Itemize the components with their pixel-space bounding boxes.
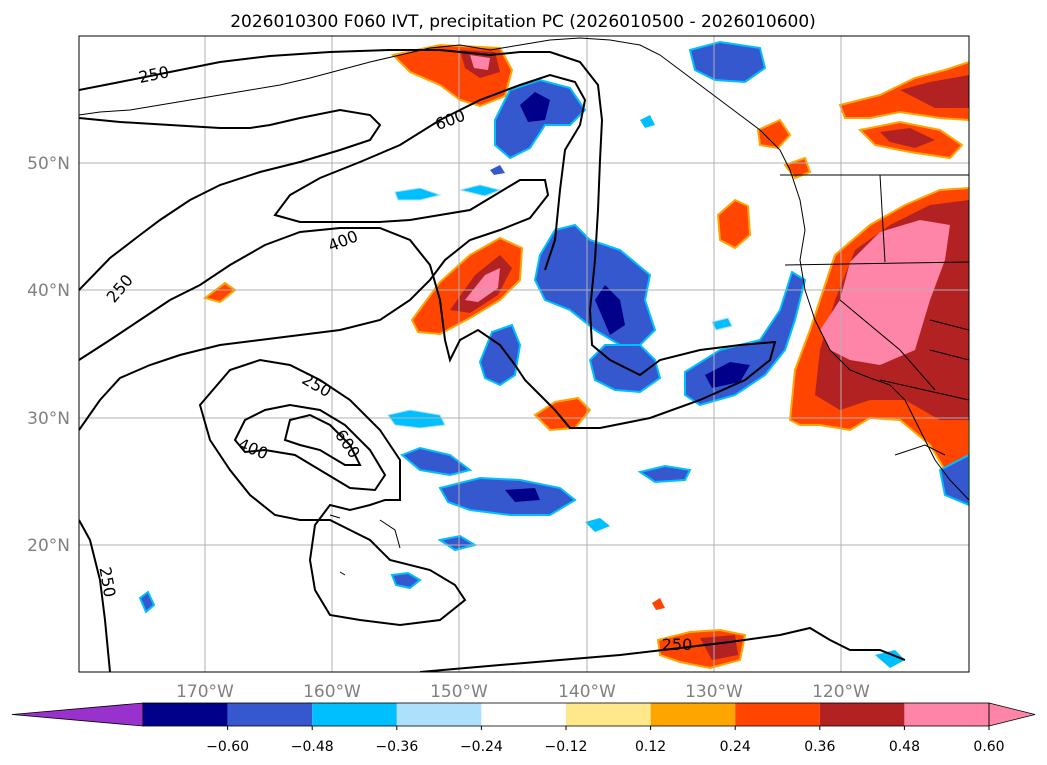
lon-label: 160°W xyxy=(303,682,361,702)
gridlines xyxy=(79,36,969,672)
colorbar-tick-label: −0.48 xyxy=(291,739,334,755)
colorbar-segment xyxy=(396,703,482,726)
colorbar-tick-label: 0.60 xyxy=(973,739,1004,755)
colorbar-tick-label: −0.36 xyxy=(375,739,418,755)
colorbar-ticks: −0.60 −0.48 −0.36 −0.24 −0.12 0.12 0.24 0.36 0.4… xyxy=(206,726,1005,755)
colorbar-segment xyxy=(819,703,905,726)
map-title: 2026010300 F060 IVT, precipitation PC (2… xyxy=(230,12,816,32)
map-frame xyxy=(78,35,970,673)
colorbar-tick-label: 0.12 xyxy=(635,739,666,755)
colorbar-extend-high xyxy=(988,702,1036,727)
ivt-contours xyxy=(79,49,906,672)
contour-label: 250 xyxy=(662,635,693,654)
lon-label: 170°W xyxy=(176,682,234,702)
lon-label: 130°W xyxy=(685,682,743,702)
colorbar-segment xyxy=(650,703,736,726)
precip-positive-fills xyxy=(202,43,969,670)
colorbar-segment xyxy=(312,703,397,726)
longitude-labels: 170°W 160°W 150°W 140°W 130°W 120°W xyxy=(176,682,870,702)
colorbar-tick-label: −0.60 xyxy=(206,739,249,755)
colorbar-tick-label: 0.36 xyxy=(804,739,835,755)
colorbar-segment xyxy=(904,703,989,726)
latitude-labels: 50°N 40°N 30°N 20°N xyxy=(27,154,70,556)
lat-label: 30°N xyxy=(27,409,70,429)
lon-label: 120°W xyxy=(812,682,870,702)
colorbar-segment xyxy=(227,703,313,726)
colorbar-tick-label: −0.12 xyxy=(545,739,588,755)
colorbar-tick-label: 0.24 xyxy=(720,739,751,755)
lat-label: 20°N xyxy=(27,536,70,556)
lat-label: 40°N xyxy=(27,281,70,301)
colorbar-extend-low xyxy=(11,702,144,727)
colorbar xyxy=(11,702,1036,727)
colorbar-tick-label: −0.24 xyxy=(460,739,503,755)
map-area: 250 600 400 250 250 400 600 250 250 xyxy=(79,36,969,672)
colorbar-segment xyxy=(566,703,651,726)
lat-label: 50°N xyxy=(27,154,70,174)
colorbar-segment xyxy=(143,703,228,726)
lon-label: 150°W xyxy=(430,682,488,702)
coastlines xyxy=(79,37,969,576)
colorbar-tick-label: 0.48 xyxy=(889,739,920,755)
colorbar-segment xyxy=(481,703,566,726)
colorbar-segment xyxy=(735,703,820,726)
lon-label: 140°W xyxy=(558,682,616,702)
